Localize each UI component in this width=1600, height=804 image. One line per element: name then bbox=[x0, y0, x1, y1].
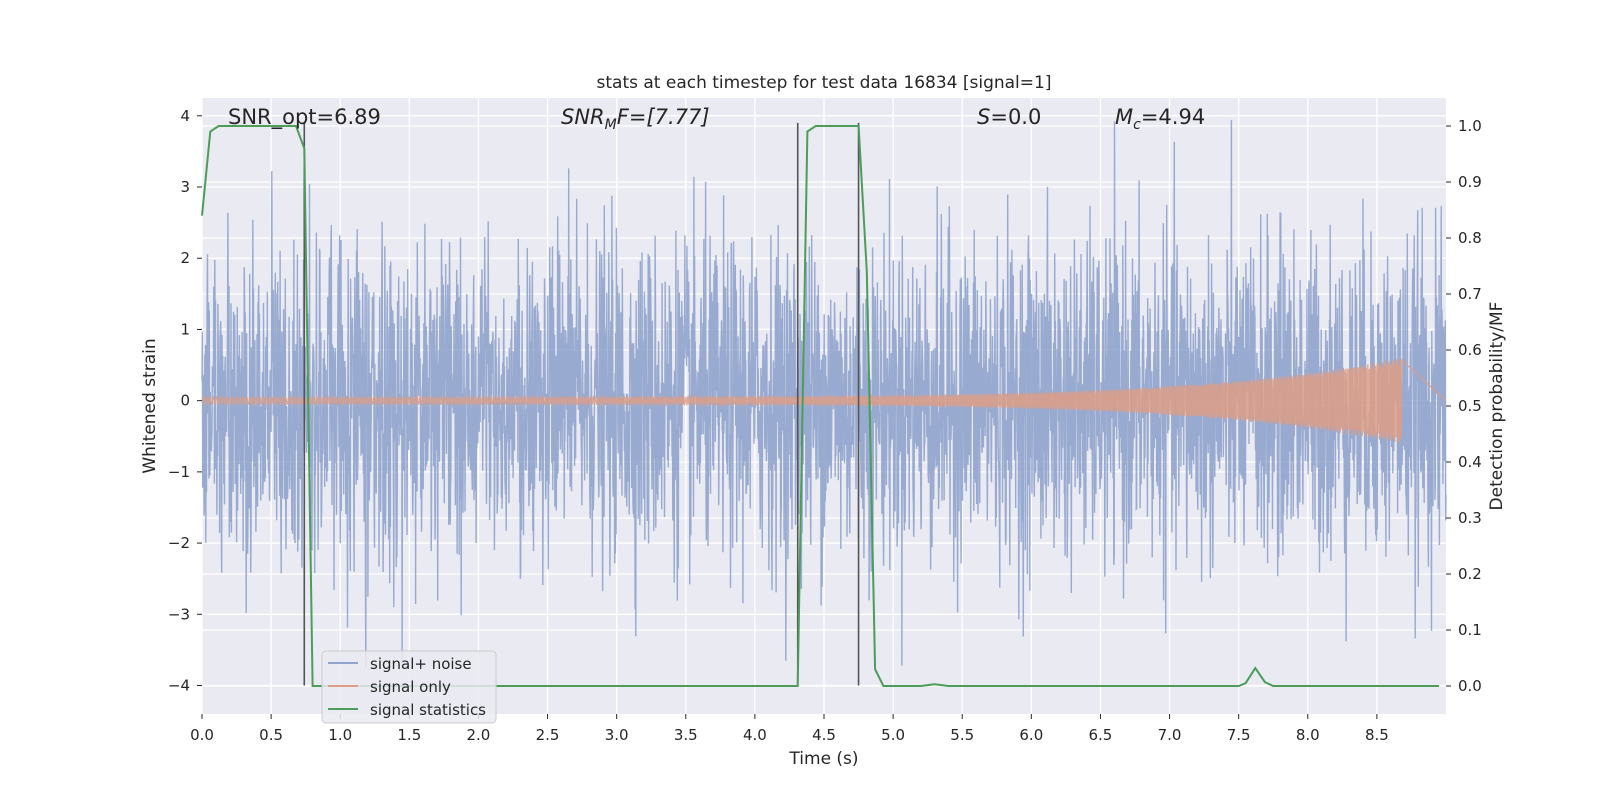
x-tick-label-14: 7.0 bbox=[1158, 726, 1182, 744]
yr-tick-label-7: 0.7 bbox=[1458, 285, 1482, 303]
annotation-mc-sub: c bbox=[1133, 117, 1141, 133]
yl-tick-label-4: 0 bbox=[180, 392, 190, 410]
x-axis-label: Time (s) bbox=[788, 749, 858, 769]
x-tick-label-7: 3.5 bbox=[674, 726, 698, 744]
annotation-snr-mf-sub: M bbox=[605, 117, 617, 133]
yl-tick-label-5: 1 bbox=[180, 320, 190, 338]
yl-tick-label-0: −4 bbox=[168, 677, 190, 695]
x-tick-label-12: 6.0 bbox=[1019, 726, 1043, 744]
yr-tick-label-3: 0.3 bbox=[1458, 509, 1482, 527]
series-signal-statistics bbox=[201, 125, 1440, 687]
yr-tick-label-8: 0.8 bbox=[1458, 229, 1482, 247]
x-tick-label-8: 4.0 bbox=[743, 726, 767, 744]
yl-tick-label-3: −1 bbox=[168, 463, 190, 481]
yl-tick-label-8: 4 bbox=[180, 107, 190, 125]
x-tick-label-5: 2.5 bbox=[536, 726, 560, 744]
x-tick-label-13: 6.5 bbox=[1089, 726, 1113, 744]
annotation-snr-mf-rest: F=[7.77] bbox=[617, 105, 710, 129]
yl-tick-label-1: −3 bbox=[168, 605, 190, 623]
yr-tick-label-10: 1.0 bbox=[1458, 117, 1482, 135]
x-tick-label-2: 1.0 bbox=[328, 726, 352, 744]
annotation-mc: Mc=4.94 bbox=[1115, 105, 1205, 133]
chart-title: stats at each timestep for test data 168… bbox=[597, 73, 1052, 93]
yr-tick-label-5: 0.5 bbox=[1458, 397, 1482, 415]
yl-tick-label-7: 3 bbox=[180, 178, 190, 196]
series-line-signal-statistics bbox=[201, 125, 1440, 687]
x-tick-label-0: 0.0 bbox=[190, 726, 214, 744]
yr-tick-label-0: 0.0 bbox=[1458, 677, 1482, 695]
x-tick-label-6: 3.0 bbox=[605, 726, 629, 744]
annotation-s-base: S bbox=[977, 105, 990, 129]
yr-tick-label-1: 0.1 bbox=[1458, 621, 1482, 639]
x-axis-ticks: 0.0 0.5 1.0 1.5 2.0 2.5 3.0 3.5 4.0 4.5 5.0 5.5 6.0 6… bbox=[190, 714, 1389, 744]
yr-tick-label-2: 0.2 bbox=[1458, 565, 1482, 583]
annotation-mc-rest: =4.94 bbox=[1141, 105, 1205, 129]
y-left-axis-ticks: −4 −3 −2 −1 0 1 2 3 4 bbox=[168, 107, 202, 695]
legend-label-signal-noise: signal+ noise bbox=[370, 655, 472, 673]
x-tick-label-15: 7.5 bbox=[1227, 726, 1251, 744]
annotation-snr-mf-base: SNR bbox=[561, 105, 605, 129]
annotation-snr-mf: SNRMF=[7.77] bbox=[561, 105, 710, 133]
yr-tick-label-6: 0.6 bbox=[1458, 341, 1482, 359]
x-tick-label-17: 8.5 bbox=[1365, 726, 1389, 744]
x-tick-label-1: 0.5 bbox=[259, 726, 283, 744]
x-tick-label-3: 1.5 bbox=[397, 726, 421, 744]
window-boundary-lines bbox=[303, 122, 860, 686]
annotation-snr-opt: SNR_opt=6.89 bbox=[228, 105, 381, 130]
annotation-mc-base: M bbox=[1115, 105, 1133, 129]
legend: signal+ noise signal only signal statist… bbox=[321, 650, 497, 724]
x-tick-label-11: 5.5 bbox=[950, 726, 974, 744]
legend-box bbox=[321, 650, 497, 724]
annotation-s-rest: =0.0 bbox=[990, 105, 1041, 129]
legend-label-signal-only: signal only bbox=[370, 678, 451, 696]
yl-tick-label-6: 2 bbox=[180, 249, 190, 267]
y-right-axis-ticks: 0.0 0.1 0.2 0.3 0.4 0.5 0.6 0.7 0.8 0.9 1.0 bbox=[1446, 117, 1482, 695]
y-left-axis-label: Whitened strain bbox=[140, 338, 160, 473]
x-tick-label-9: 4.5 bbox=[812, 726, 836, 744]
series-signal-noise bbox=[201, 119, 1447, 669]
annotation-s: S=0.0 bbox=[977, 105, 1041, 129]
yr-tick-label-9: 0.9 bbox=[1458, 173, 1482, 191]
series-line-signal-noise bbox=[201, 119, 1447, 669]
legend-label-signal-statistics: signal statistics bbox=[370, 701, 486, 719]
y-right-axis-label: Detection probability/MF bbox=[1487, 302, 1507, 511]
x-tick-label-4: 2.0 bbox=[467, 726, 491, 744]
yr-tick-label-4: 0.4 bbox=[1458, 453, 1482, 471]
x-tick-label-16: 8.0 bbox=[1296, 726, 1320, 744]
x-tick-label-10: 5.0 bbox=[881, 726, 905, 744]
yl-tick-label-2: −2 bbox=[168, 534, 190, 552]
